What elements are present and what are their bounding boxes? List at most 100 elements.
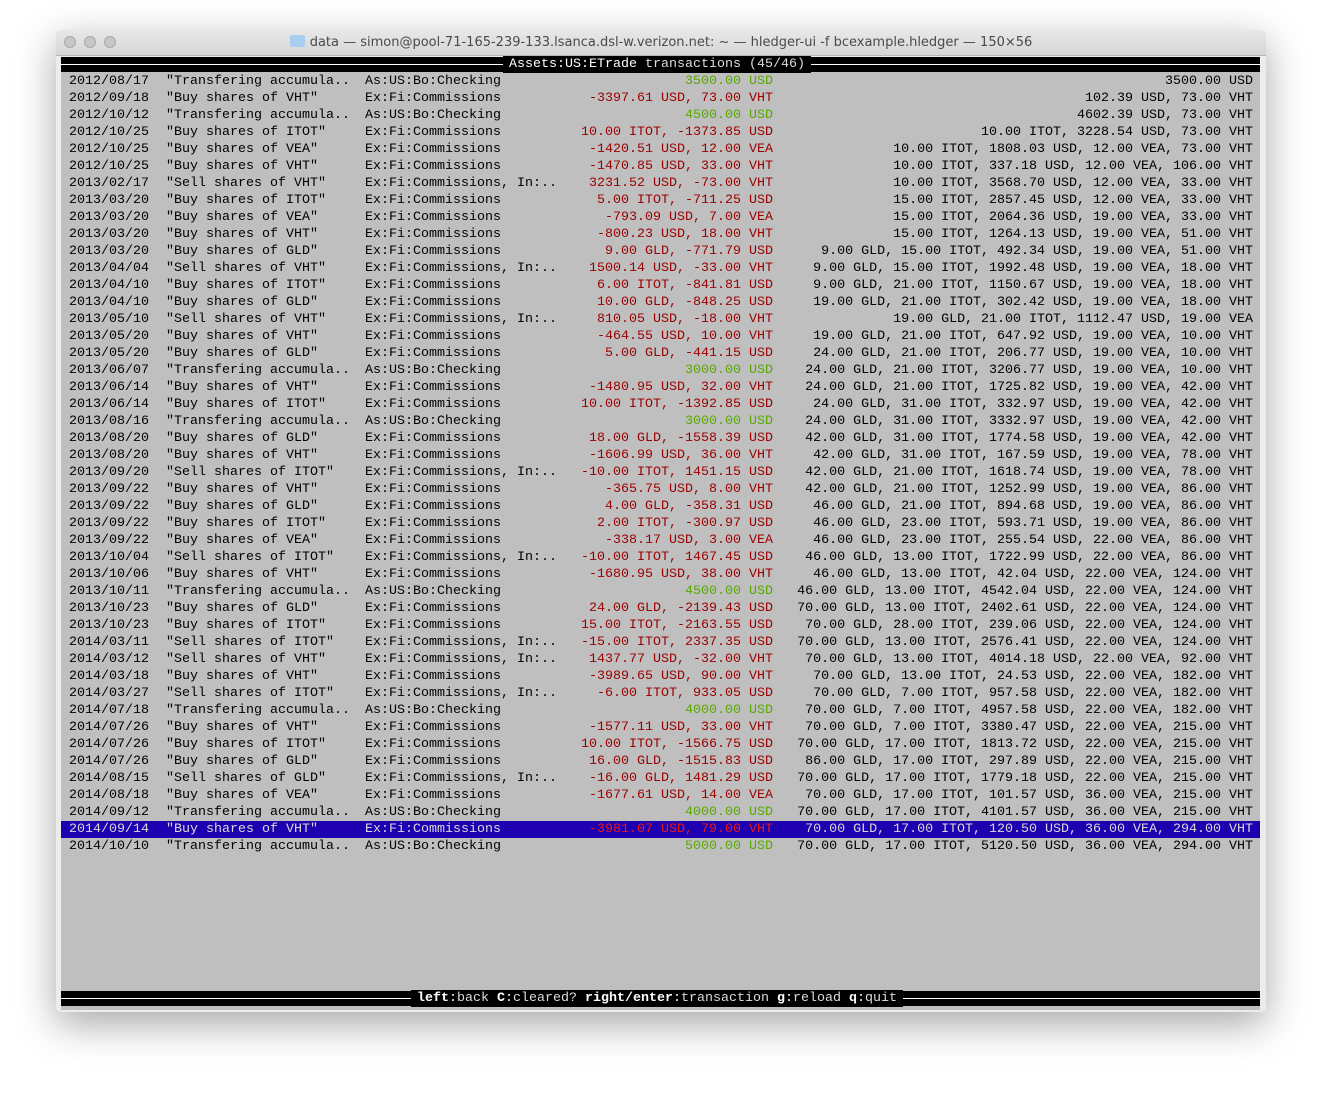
date-cell: 2013/03/20: [69, 193, 149, 208]
footer-bar: left:back C:cleared? right/enter:transac…: [61, 990, 1260, 1007]
transaction-list[interactable]: 2012/08/17 "Transfering accumula.. As:US:B…: [61, 73, 1260, 855]
description-cell: "Buy shares of VEA": [166, 788, 318, 803]
balance-cell: 10.00 ITOT, 3568.70 USD, 12.00 VEA, 33.0…: [893, 176, 1253, 191]
table-row[interactable]: 2013/05/20 "Buy shares of GLD" Ex:Fi:Commi…: [61, 345, 1260, 362]
table-row[interactable]: 2013/09/22 "Buy shares of GLD" Ex:Fi:Commi…: [61, 498, 1260, 515]
account-cell: Ex:Fi:Commissions: [365, 788, 501, 803]
date-cell: 2014/08/15: [69, 771, 149, 786]
date-cell: 2013/05/20: [69, 346, 149, 361]
description-cell: "Buy shares of VHT": [166, 669, 318, 684]
table-row[interactable]: 2012/08/17 "Transfering accumula.. As:US:B…: [61, 73, 1260, 90]
table-row[interactable]: 2014/08/18 "Buy shares of VEA" Ex:Fi:Commi…: [61, 787, 1260, 804]
table-row[interactable]: 2014/07/26 "Buy shares of GLD" Ex:Fi:Commi…: [61, 753, 1260, 770]
table-row[interactable]: 2014/08/15 "Sell shares of GLD" Ex:Fi:Comm…: [61, 770, 1260, 787]
table-row[interactable]: 2013/03/20 "Buy shares of ITOT" Ex:Fi:Comm…: [61, 192, 1260, 209]
table-row[interactable]: 2014/03/12 "Sell shares of VHT" Ex:Fi:Comm…: [61, 651, 1260, 668]
close-button[interactable]: [64, 36, 76, 48]
table-row[interactable]: 2013/02/17 "Sell shares of VHT" Ex:Fi:Comm…: [61, 175, 1260, 192]
table-row[interactable]: 2014/10/10 "Transfering accumula.. As:US:B…: [61, 838, 1260, 855]
table-row[interactable]: 2012/10/25 "Buy shares of ITOT" Ex:Fi:Comm…: [61, 124, 1260, 141]
description-cell: "Sell shares of VHT": [166, 652, 326, 667]
table-row[interactable]: 2013/05/20 "Buy shares of VHT" Ex:Fi:Commi…: [61, 328, 1260, 345]
account-cell: Ex:Fi:Commissions: [365, 380, 501, 395]
table-row[interactable]: 2012/10/25 "Buy shares of VEA" Ex:Fi:Commi…: [61, 141, 1260, 158]
title-bar: data — simon@pool-71-165-239-133.lsanca.…: [56, 30, 1266, 56]
table-row-selected[interactable]: 2014/09/14 "Buy shares of VHT" Ex:Fi:Commi…: [61, 821, 1260, 838]
description-cell: "Buy shares of ITOT": [166, 516, 326, 531]
account-cell: Ex:Fi:Commissions: [365, 397, 501, 412]
table-row[interactable]: 2013/10/11 "Transfering accumula.. As:US:B…: [61, 583, 1260, 600]
amount-cell: 9.00 GLD, -771.79 USD: [605, 244, 773, 259]
balance-cell: 70.00 GLD, 17.00 ITOT, 101.57 USD, 36.00…: [805, 788, 1253, 803]
table-row[interactable]: 2014/03/18 "Buy shares of VHT" Ex:Fi:Commi…: [61, 668, 1260, 685]
key-name: q: [848, 991, 857, 1006]
table-row[interactable]: 2013/08/16 "Transfering accumula.. As:US:B…: [61, 413, 1260, 430]
table-row[interactable]: 2013/03/20 "Buy shares of VHT" Ex:Fi:Commi…: [61, 226, 1260, 243]
description-cell: "Sell shares of ITOT": [166, 465, 334, 480]
table-row[interactable]: 2013/09/22 "Buy shares of ITOT" Ex:Fi:Comm…: [61, 515, 1260, 532]
description-cell: "Transfering accumula..: [166, 805, 350, 820]
balance-cell: 10.00 ITOT, 337.18 USD, 12.00 VEA, 106.0…: [893, 159, 1253, 174]
table-row[interactable]: 2013/09/22 "Buy shares of VEA" Ex:Fi:Commi…: [61, 532, 1260, 549]
balance-cell: 15.00 ITOT, 2857.45 USD, 12.00 VEA, 33.0…: [893, 193, 1253, 208]
account-cell: Ex:Fi:Commissions: [365, 754, 501, 769]
table-row[interactable]: 2013/10/23 "Buy shares of GLD" Ex:Fi:Commi…: [61, 600, 1260, 617]
balance-cell: 10.00 ITOT, 3228.54 USD, 73.00 VHT: [981, 125, 1253, 140]
table-row[interactable]: 2013/03/20 "Buy shares of GLD" Ex:Fi:Commi…: [61, 243, 1260, 260]
description-cell: "Buy shares of VEA": [166, 533, 318, 548]
amount-cell: -1480.95 USD, 32.00 VHT: [589, 380, 773, 395]
folder-icon: [289, 35, 305, 47]
table-row[interactable]: 2013/10/04 "Sell shares of ITOT" Ex:Fi:Com…: [61, 549, 1260, 566]
terminal[interactable]: Assets:US:ETrade transactions (45/46) 20…: [61, 56, 1260, 1010]
table-row[interactable]: 2013/09/22 "Buy shares of VHT" Ex:Fi:Commi…: [61, 481, 1260, 498]
amount-cell: 16.00 GLD, -1515.83 USD: [589, 754, 773, 769]
key-hint: left:back: [417, 991, 489, 1006]
table-row[interactable]: 2013/03/20 "Buy shares of VEA" Ex:Fi:Commi…: [61, 209, 1260, 226]
table-row[interactable]: 2013/08/20 "Buy shares of VHT" Ex:Fi:Commi…: [61, 447, 1260, 464]
amount-cell: 4500.00 USD: [685, 108, 773, 123]
table-row[interactable]: 2013/05/10 "Sell shares of VHT" Ex:Fi:Comm…: [61, 311, 1260, 328]
date-cell: 2013/08/16: [69, 414, 149, 429]
date-cell: 2012/08/17: [69, 74, 149, 89]
table-row[interactable]: 2012/09/18 "Buy shares of VHT" Ex:Fi:Commi…: [61, 90, 1260, 107]
table-row[interactable]: 2013/06/07 "Transfering accumula.. As:US:B…: [61, 362, 1260, 379]
balance-cell: 46.00 GLD, 23.00 ITOT, 593.71 USD, 19.00…: [813, 516, 1253, 531]
table-row[interactable]: 2013/04/04 "Sell shares of VHT" Ex:Fi:Comm…: [61, 260, 1260, 277]
table-row[interactable]: 2013/08/20 "Buy shares of GLD" Ex:Fi:Commi…: [61, 430, 1260, 447]
account-cell: Ex:Fi:Commissions: [365, 720, 501, 735]
table-row[interactable]: 2014/07/26 "Buy shares of VHT" Ex:Fi:Commi…: [61, 719, 1260, 736]
date-cell: 2013/10/23: [69, 618, 149, 633]
amount-cell: 5000.00 USD: [685, 839, 773, 854]
account-cell: Ex:Fi:Commissions: [365, 159, 501, 174]
table-row[interactable]: 2013/06/14 "Buy shares of VHT" Ex:Fi:Commi…: [61, 379, 1260, 396]
table-row[interactable]: 2012/10/12 "Transfering accumula.. As:US:B…: [61, 107, 1260, 124]
description-cell: "Buy shares of VEA": [166, 210, 318, 225]
table-row[interactable]: 2014/03/27 "Sell shares of ITOT" Ex:Fi:Com…: [61, 685, 1260, 702]
amount-cell: 5.00 GLD, -441.15 USD: [605, 346, 773, 361]
table-row[interactable]: 2014/07/18 "Transfering accumula.. As:US:B…: [61, 702, 1260, 719]
description-cell: "Buy shares of VHT": [166, 720, 318, 735]
key-action: cleared?: [513, 991, 577, 1006]
key-hint: g:reload: [777, 991, 841, 1006]
minimize-button[interactable]: [84, 36, 96, 48]
table-row[interactable]: 2013/06/14 "Buy shares of ITOT" Ex:Fi:Comm…: [61, 396, 1260, 413]
table-row[interactable]: 2013/09/20 "Sell shares of ITOT" Ex:Fi:Com…: [61, 464, 1260, 481]
balance-cell: 46.00 GLD, 21.00 ITOT, 894.68 USD, 19.00…: [813, 499, 1253, 514]
account-cell: Ex:Fi:Commissions: [365, 244, 501, 259]
amount-cell: -16.00 GLD, 1481.29 USD: [589, 771, 773, 786]
table-row[interactable]: 2013/04/10 "Buy shares of GLD" Ex:Fi:Commi…: [61, 294, 1260, 311]
table-row[interactable]: 2014/07/26 "Buy shares of ITOT" Ex:Fi:Comm…: [61, 736, 1260, 753]
zoom-button[interactable]: [104, 36, 116, 48]
balance-cell: 86.00 GLD, 17.00 ITOT, 297.89 USD, 22.00…: [805, 754, 1253, 769]
amount-cell: -3989.65 USD, 90.00 VHT: [589, 669, 773, 684]
table-row[interactable]: 2012/10/25 "Buy shares of VHT" Ex:Fi:Commi…: [61, 158, 1260, 175]
table-row[interactable]: 2013/04/10 "Buy shares of ITOT" Ex:Fi:Comm…: [61, 277, 1260, 294]
date-cell: 2013/04/10: [69, 295, 149, 310]
description-cell: "Buy shares of VEA": [166, 142, 318, 157]
table-row[interactable]: 2013/10/23 "Buy shares of ITOT" Ex:Fi:Comm…: [61, 617, 1260, 634]
table-row[interactable]: 2014/09/12 "Transfering accumula.. As:US:B…: [61, 804, 1260, 821]
table-row[interactable]: 2014/03/11 "Sell shares of ITOT" Ex:Fi:Com…: [61, 634, 1260, 651]
date-cell: 2014/03/18: [69, 669, 149, 684]
account-cell: Ex:Fi:Commissions: [365, 278, 501, 293]
table-row[interactable]: 2013/10/06 "Buy shares of VHT" Ex:Fi:Commi…: [61, 566, 1260, 583]
